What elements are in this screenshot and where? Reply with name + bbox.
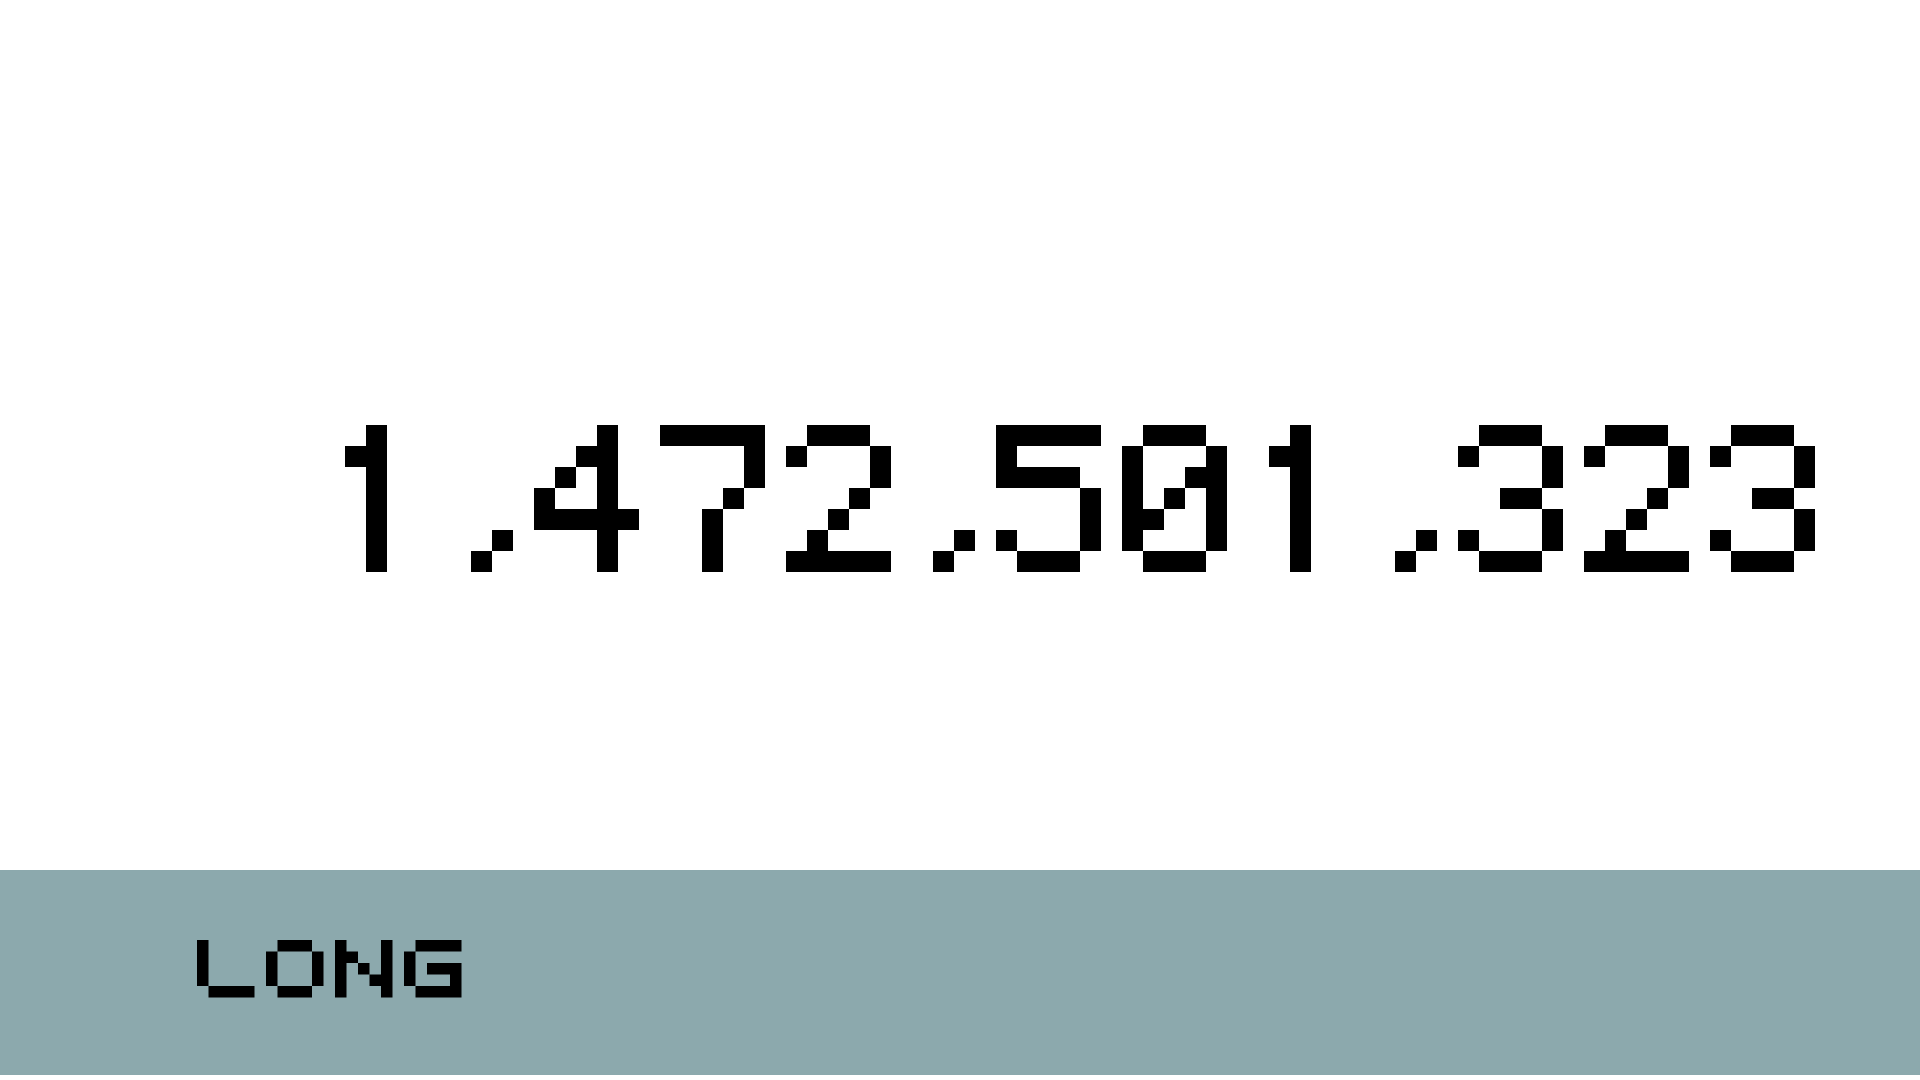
mode-label bbox=[197, 940, 462, 998]
glyph-2 bbox=[786, 425, 891, 572]
glyph-3 bbox=[1710, 425, 1815, 572]
glyph-g bbox=[404, 940, 462, 998]
glyph-0 bbox=[1122, 425, 1227, 572]
glyph-n bbox=[335, 940, 393, 998]
mode-label-text: LONG bbox=[0, 870, 1, 871]
glyph-comma bbox=[471, 530, 513, 572]
value-text: 1,472,501,323 bbox=[0, 0, 1, 1]
glyph-3 bbox=[1458, 425, 1563, 572]
value-pixel-readout bbox=[345, 425, 1815, 572]
glyph-l bbox=[197, 940, 255, 998]
glyph-5 bbox=[996, 425, 1101, 572]
glyph-o bbox=[266, 940, 324, 998]
glyph-7 bbox=[660, 425, 765, 572]
glyph-1 bbox=[345, 425, 387, 572]
glyph-comma bbox=[1395, 530, 1437, 572]
bottom-edge bbox=[0, 1075, 1920, 1080]
value-display: 1,472,501,323 bbox=[0, 0, 1815, 572]
glyph-comma bbox=[933, 530, 975, 572]
glyph-2 bbox=[1584, 425, 1689, 572]
glyph-1 bbox=[1269, 425, 1311, 572]
mode-bar: LONG bbox=[0, 870, 1920, 1075]
glyph-4 bbox=[534, 425, 639, 572]
